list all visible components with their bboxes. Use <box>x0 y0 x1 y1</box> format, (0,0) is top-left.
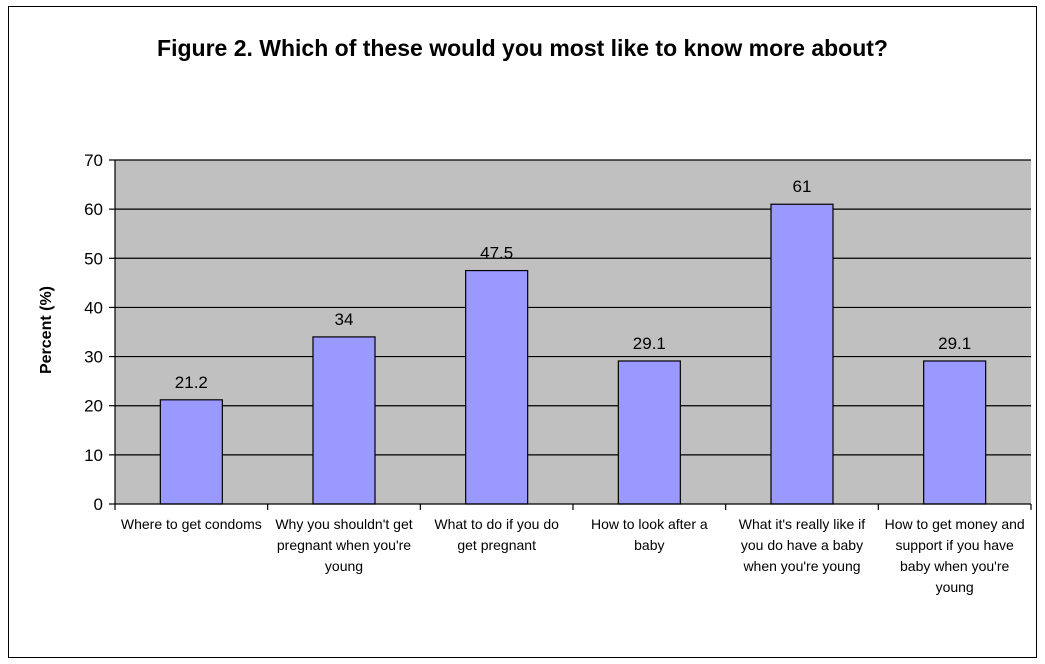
x-tick-label: How to get money and support if you have… <box>884 516 1025 595</box>
y-tick-label: 60 <box>84 200 103 219</box>
y-tick-label: 50 <box>84 249 103 268</box>
data-label: 29.1 <box>633 334 666 353</box>
data-label: 34 <box>335 310 354 329</box>
x-tick-label: What to do if you do get pregnant <box>434 516 559 553</box>
y-tick-label: 10 <box>84 446 103 465</box>
x-tick-label: What it's really like if you do have a b… <box>738 516 866 574</box>
data-label: 47.5 <box>480 244 513 263</box>
chart-title: Figure 2. Which of these would you most … <box>157 35 888 61</box>
bar <box>465 269 529 505</box>
bar <box>159 399 223 505</box>
y-tick-label: 40 <box>84 298 103 317</box>
y-tick-label: 20 <box>84 397 103 416</box>
bar <box>312 336 376 505</box>
data-label: 61 <box>793 177 812 196</box>
x-tick-label: How to look after a baby <box>590 516 708 553</box>
x-tick-label: Where to get condoms <box>120 516 262 532</box>
y-tick-label: 70 <box>84 151 103 170</box>
x-tick-label: Why you shouldn't get pregnant when you'… <box>275 516 413 574</box>
data-label: 29.1 <box>938 334 971 353</box>
y-tick-label: 30 <box>84 348 103 367</box>
bar <box>923 360 987 505</box>
bar <box>617 360 681 505</box>
bar <box>770 203 834 505</box>
data-label: 21.2 <box>175 373 208 392</box>
y-tick-label: 0 <box>94 495 103 514</box>
plot-area <box>115 160 1031 504</box>
